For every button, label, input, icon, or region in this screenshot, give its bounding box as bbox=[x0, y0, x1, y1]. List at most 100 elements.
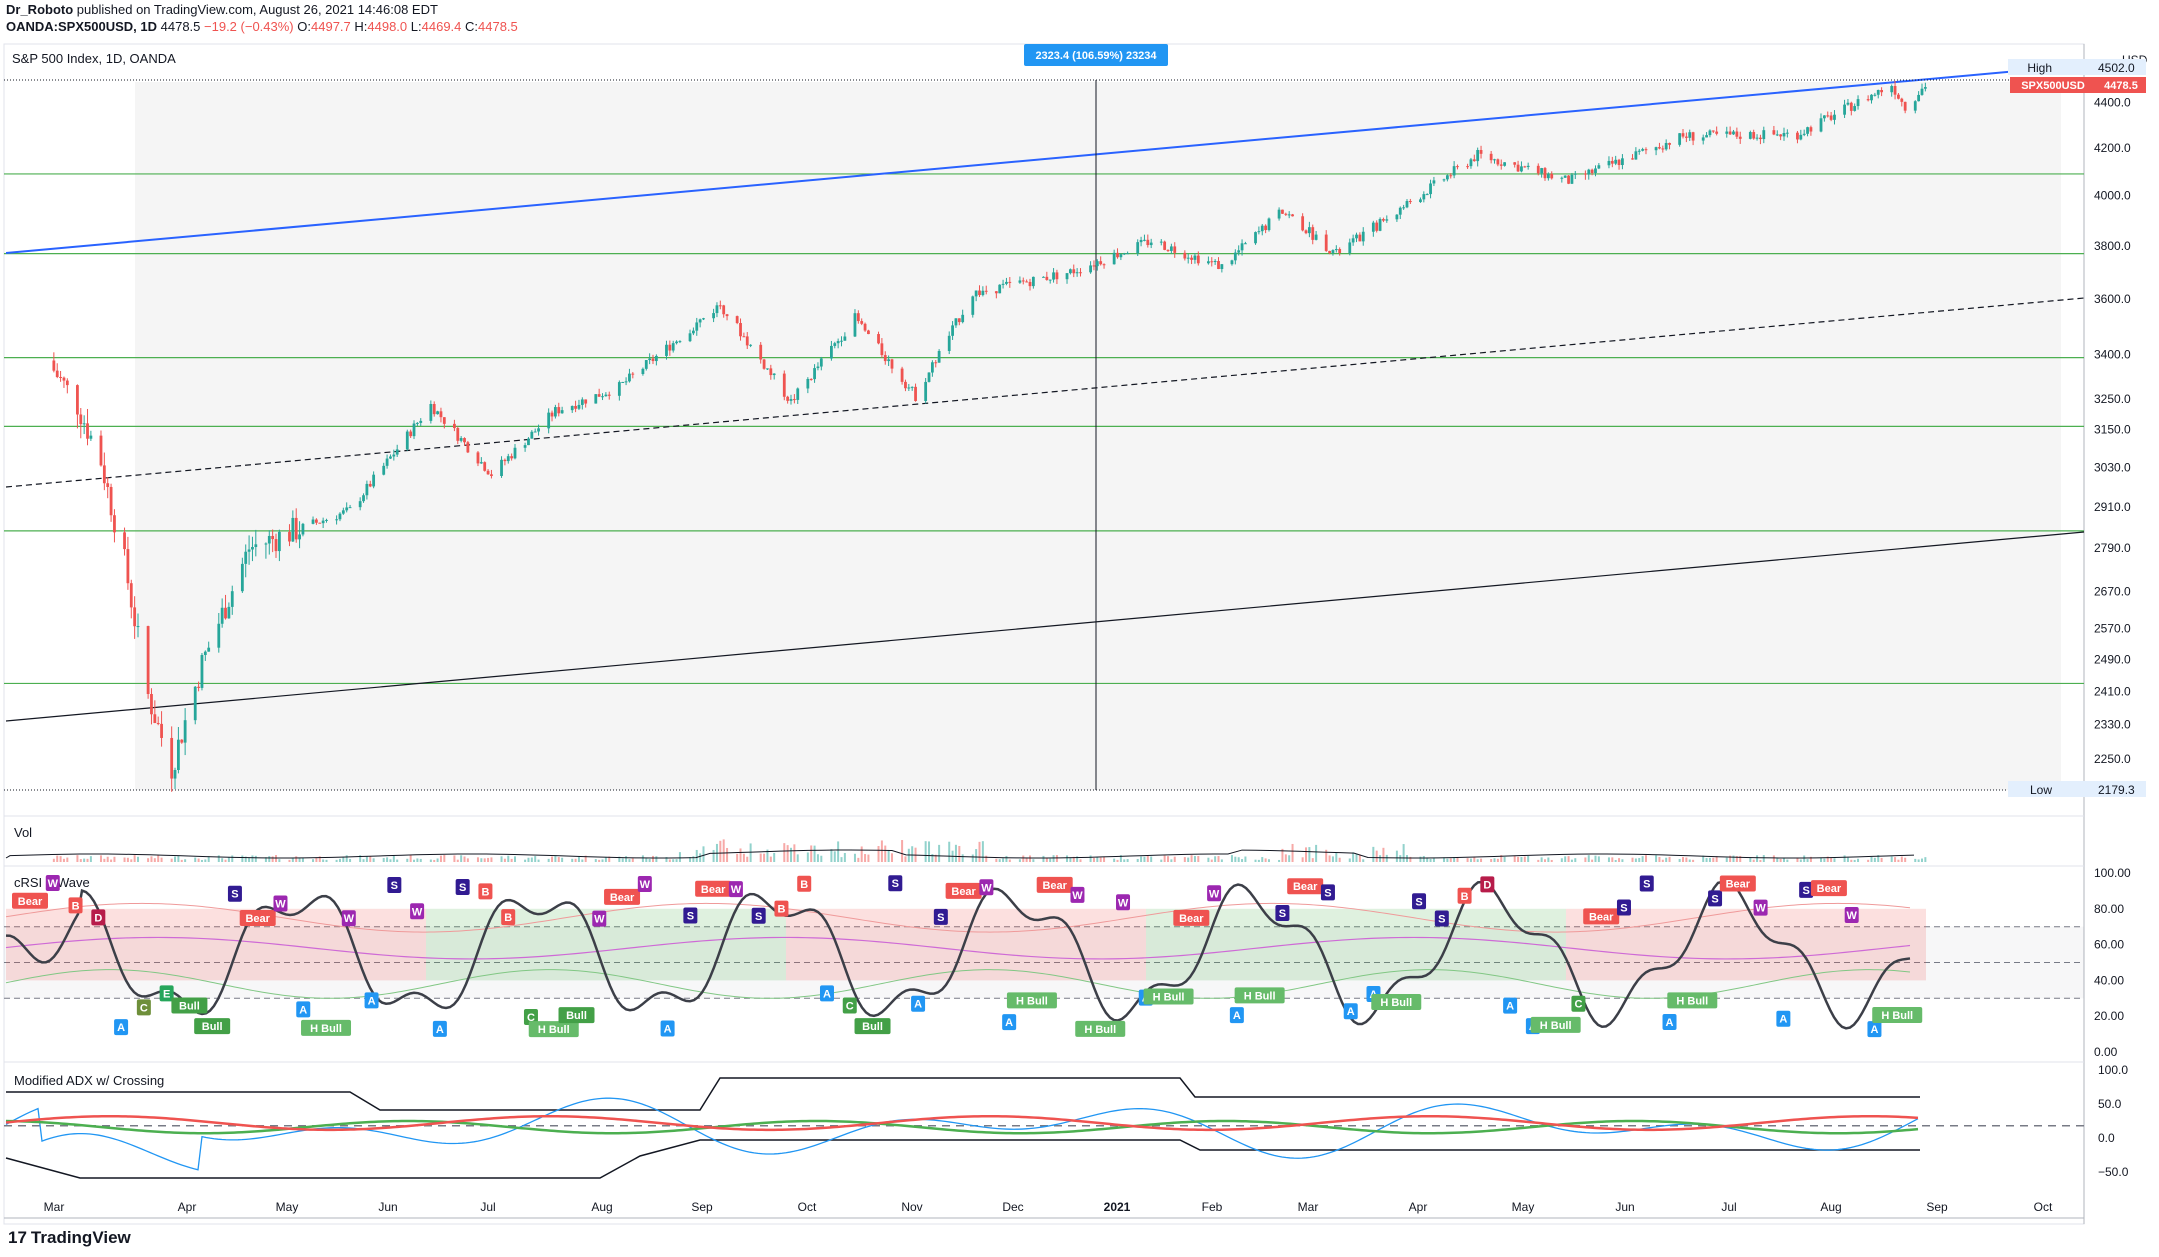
candle-body bbox=[456, 428, 460, 441]
signal-label: W bbox=[981, 882, 992, 894]
author-name[interactable]: Dr_Roboto bbox=[6, 2, 74, 17]
volume-bar bbox=[810, 845, 813, 862]
candle-body bbox=[1068, 269, 1072, 274]
ohlc-open-label: O: bbox=[297, 19, 311, 34]
signal-label: W bbox=[1072, 890, 1083, 902]
price-candles[interactable] bbox=[52, 80, 1927, 792]
volume-bar bbox=[99, 855, 102, 862]
signal-badge bbox=[1343, 1003, 1358, 1020]
measure-tool[interactable]: 2323.4 (106.59%) 23234 bbox=[1024, 44, 1168, 66]
candle-body bbox=[597, 394, 601, 397]
volume-bar bbox=[456, 859, 459, 862]
signal-label: H Bull bbox=[1676, 995, 1708, 1007]
candle-body bbox=[580, 399, 584, 405]
volume-bar bbox=[1820, 857, 1823, 862]
volume-bar bbox=[911, 846, 914, 862]
candle-body bbox=[665, 344, 668, 356]
candle-body bbox=[1324, 234, 1328, 251]
volume-bar bbox=[207, 856, 210, 862]
candle-body bbox=[291, 517, 295, 542]
candle-body bbox=[1422, 194, 1426, 200]
volume-bar bbox=[726, 847, 729, 862]
adx-green-line bbox=[5, 1119, 1919, 1135]
candle-body bbox=[796, 388, 800, 400]
candle-body bbox=[971, 296, 975, 315]
volume-bar bbox=[554, 856, 557, 862]
volume-bar bbox=[130, 859, 133, 862]
candle-body bbox=[691, 330, 695, 334]
candle-body bbox=[129, 583, 133, 608]
signal-badge bbox=[91, 909, 106, 926]
candle-body bbox=[264, 543, 268, 545]
candle-body bbox=[1065, 273, 1069, 280]
crsi-wave-pane[interactable] bbox=[4, 880, 2084, 1030]
volume-bar bbox=[1537, 859, 1540, 862]
volume-bar bbox=[1055, 855, 1058, 862]
candle-body bbox=[577, 404, 581, 409]
volume-bar bbox=[1900, 856, 1903, 862]
candle-body bbox=[439, 411, 443, 418]
volume-bar bbox=[221, 858, 224, 862]
volume-bar bbox=[480, 858, 483, 862]
time-axis[interactable]: Mar Apr May Jun Jul Aug Sep Oct Nov Dec 2021 Feb Mar… bbox=[44, 1200, 2053, 1214]
mid-channel-dashed-line[interactable] bbox=[5, 297, 2085, 488]
volume-bar bbox=[1597, 856, 1600, 862]
upper-channel-line[interactable] bbox=[5, 64, 2085, 254]
adx-axis: 100.0 50.0 0.0 −50.0 bbox=[2098, 1063, 2129, 1179]
candle-body bbox=[321, 520, 325, 524]
candle-body bbox=[247, 549, 251, 552]
candle-body bbox=[745, 336, 749, 346]
bear-zone bbox=[306, 908, 366, 981]
volume-bar bbox=[1331, 856, 1334, 862]
signal-badge bbox=[1719, 875, 1756, 892]
ohlc-close: 4478.5 bbox=[478, 19, 518, 34]
candle-body bbox=[412, 423, 416, 437]
candle-body bbox=[1540, 168, 1544, 174]
volume-bar bbox=[931, 854, 934, 862]
lower-channel-line[interactable] bbox=[5, 531, 2085, 722]
volume-bar bbox=[1126, 859, 1129, 862]
volume-bar bbox=[1119, 855, 1122, 862]
tradingview-logo[interactable]: 17 TradingView bbox=[8, 1228, 131, 1248]
volume-bar bbox=[1089, 855, 1092, 862]
candle-body bbox=[594, 394, 598, 404]
volume-bar bbox=[278, 859, 281, 862]
price-tick-label: 3250.0 bbox=[2094, 392, 2131, 406]
trend-lines[interactable] bbox=[4, 64, 2085, 791]
candle-body bbox=[500, 459, 503, 476]
candle-body bbox=[1664, 142, 1668, 150]
candle-body bbox=[173, 770, 177, 779]
candle-body bbox=[786, 396, 790, 401]
volume-bar bbox=[1712, 857, 1715, 862]
volume-bar bbox=[1358, 854, 1361, 862]
candle-body bbox=[1425, 194, 1429, 196]
signal-label: H Bull bbox=[1153, 991, 1185, 1003]
volume-bar bbox=[62, 858, 65, 862]
candle-body bbox=[1920, 88, 1924, 95]
candle-body bbox=[769, 368, 773, 376]
signal-badge bbox=[1457, 887, 1472, 904]
volume-bar bbox=[1311, 858, 1314, 862]
candle-body bbox=[79, 414, 83, 425]
volume-bar bbox=[961, 854, 964, 862]
volume-bar bbox=[884, 845, 887, 862]
candle-body bbox=[325, 519, 328, 521]
candle-body bbox=[1708, 130, 1712, 136]
candle-body bbox=[1809, 127, 1813, 132]
candle-body bbox=[294, 517, 298, 540]
signal-label: H Bull bbox=[1084, 1024, 1116, 1036]
price-axis[interactable]: USD 4400.04200.04000.03800.03600.03400.0… bbox=[2094, 53, 2148, 766]
candle-body bbox=[1688, 132, 1692, 138]
ohlc-low-label: L: bbox=[410, 19, 422, 34]
volume-bar bbox=[672, 859, 675, 862]
volume-bar bbox=[958, 845, 961, 862]
volume-bar bbox=[904, 856, 907, 862]
adx-pane[interactable] bbox=[4, 1077, 2084, 1179]
volume-bar bbox=[581, 859, 584, 862]
candle-body bbox=[1291, 214, 1294, 217]
ohlc-open: 4497.7 bbox=[311, 19, 351, 34]
candle-body bbox=[1432, 180, 1436, 184]
volume-bar bbox=[857, 857, 860, 862]
candle-body bbox=[924, 381, 928, 401]
